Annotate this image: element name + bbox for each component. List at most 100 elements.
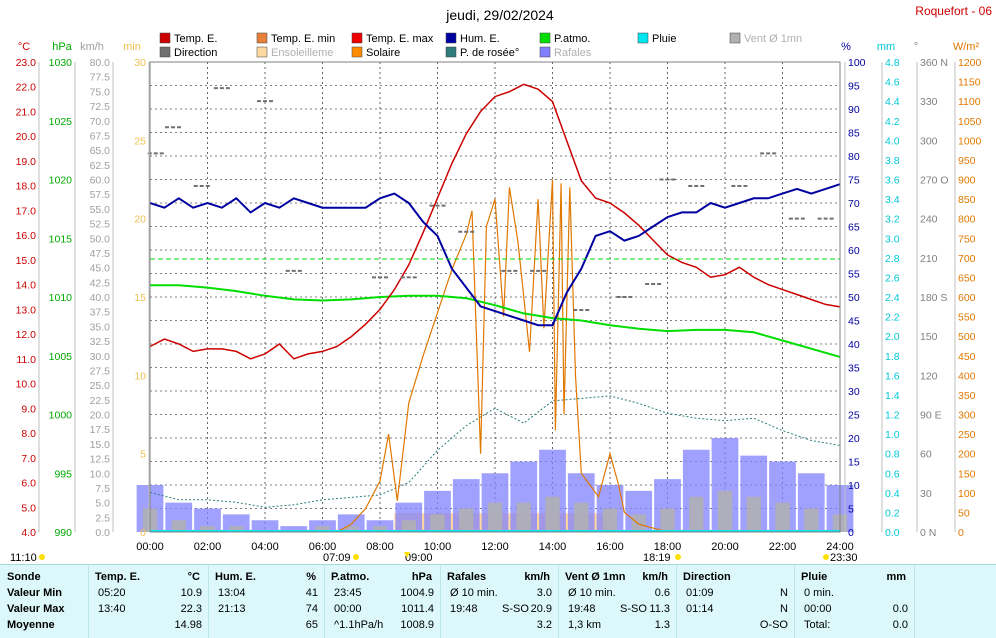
rain-axis-tick: 3.6 xyxy=(885,175,900,187)
summary-row: 65 xyxy=(208,619,324,635)
solar-axis-tick: 850 xyxy=(958,194,976,206)
humidity-axis-tick: 65 xyxy=(848,222,860,234)
summary-time: 0 min. xyxy=(804,587,834,599)
axes: 23.0 22.0 21.0 20.0 19.0 18.0 17.0 16.0 15.0 14.0… xyxy=(16,41,982,553)
legend-label: Temp. E. max xyxy=(366,33,434,45)
summary-header: Hum. E. xyxy=(215,571,256,583)
wind-bar xyxy=(717,490,733,532)
wind-axis-tick: 42.5 xyxy=(90,277,111,289)
rain-axis-tick: 2.4 xyxy=(885,292,900,304)
temp-axis-tick: 10.0 xyxy=(16,379,37,391)
temperature-line xyxy=(149,83,841,360)
pressure-axis-tick: 995 xyxy=(54,468,72,480)
temp-axis-tick: 12.0 xyxy=(16,329,37,341)
summary-header: Pluie xyxy=(801,571,828,583)
solar-axis-tick: 1100 xyxy=(958,96,981,108)
solar-axis-tick: 0 xyxy=(958,527,964,539)
direction-axis-unit: ° xyxy=(914,41,918,53)
summary-time: 05:20 xyxy=(98,587,126,599)
humidity-axis-tick: 30 xyxy=(848,386,860,398)
summary-header: Sonde xyxy=(7,571,41,583)
summary-value: O-SO xyxy=(759,619,788,631)
summary-time: 23:45 xyxy=(334,587,362,599)
humidity-axis-tick: 60 xyxy=(848,245,860,257)
summary-time: Total: xyxy=(804,619,831,631)
minutes-axis-tick: 25 xyxy=(134,135,146,147)
summary-row: Ø 10 min. 0.6 xyxy=(558,587,676,603)
summary-direction: S-SO xyxy=(620,603,647,615)
pressure-axis-tick: 1010 xyxy=(49,292,73,304)
wind-bar xyxy=(545,496,560,532)
solar-axis-tick: 800 xyxy=(958,214,976,226)
summary-value: 1008.9 xyxy=(400,619,434,631)
temp-axis-tick: 8.0 xyxy=(21,428,36,440)
gust-bar xyxy=(280,526,308,532)
rain-axis-tick: 3.2 xyxy=(885,214,900,226)
summary-header-row: P.atmo. hPa xyxy=(324,571,440,587)
plot-frame xyxy=(149,61,841,533)
solar-axis-tick: 400 xyxy=(958,370,976,382)
summary-value: 41 xyxy=(305,587,318,599)
legend-label: Direction xyxy=(174,47,217,59)
summary-unit: km/h xyxy=(642,571,668,583)
wind-axis-tick: 25.0 xyxy=(90,380,111,392)
temp-axis-tick: 4.0 xyxy=(21,527,36,539)
wind-axis-tick: 30.0 xyxy=(90,351,111,363)
summary-row: ^1.1hPa/h 1008.9 xyxy=(324,619,440,635)
summary-time: 19:48 xyxy=(568,603,596,615)
summary-time: 13:04 xyxy=(218,587,246,599)
wind-axis-tick: 0.0 xyxy=(95,527,110,539)
humidity-axis-tick: 95 xyxy=(848,81,860,93)
temp-axis-tick: 5.0 xyxy=(21,502,36,514)
wind-bar xyxy=(487,502,503,532)
summary-value: 22.3 xyxy=(180,603,202,615)
wind-axis-tick: 80.0 xyxy=(90,57,111,69)
direction-axis-tick: 30 xyxy=(920,488,932,500)
marker-sunset: 18:19 xyxy=(643,552,671,564)
summary-row: 05:20 10.9 xyxy=(88,587,208,603)
wind-bar xyxy=(574,502,589,532)
wind-axis-tick: 50.0 xyxy=(90,233,111,245)
summary-time: 01:09 xyxy=(686,587,714,599)
legend-label: P.atmo. xyxy=(554,33,591,45)
wind-bar xyxy=(344,526,359,532)
rain-axis-tick: 1.2 xyxy=(885,410,900,422)
minutes-axis-tick: 20 xyxy=(134,214,146,226)
solar-line xyxy=(336,179,668,533)
wind-axis-tick: 2.5 xyxy=(95,512,110,524)
summary-value: 0.6 xyxy=(654,587,670,599)
legend-swatch xyxy=(445,46,457,58)
summary-header-row: Rafales km/h xyxy=(440,571,558,587)
summary-value: 10.9 xyxy=(180,587,202,599)
solar-axis-tick: 1150 xyxy=(958,77,981,89)
rain-axis-tick: 1.4 xyxy=(885,390,900,402)
humidity-axis-tick: 45 xyxy=(848,316,860,328)
humidity-axis-tick: 15 xyxy=(848,457,860,469)
summary-row: 14.98 xyxy=(88,619,208,635)
summary-value: 14.98 xyxy=(174,619,202,631)
summary-unit: hPa xyxy=(411,571,432,583)
wind-axis-tick: 37.5 xyxy=(90,307,111,319)
summary-unit: km/h xyxy=(524,571,550,583)
legend-label: Solaire xyxy=(366,47,400,59)
wind-axis-tick: 22.5 xyxy=(90,395,111,407)
marker-left: 11:10 xyxy=(10,552,37,564)
wind-axis-tick: 45.0 xyxy=(90,263,111,275)
summary-row: Total: 0.0 xyxy=(794,619,914,635)
minutes-axis-tick: 30 xyxy=(134,57,146,69)
summary-time: 21:13 xyxy=(218,603,246,615)
summary-header: Vent Ø 1mn xyxy=(565,571,626,583)
wind-bar xyxy=(689,496,704,532)
solar-axis-tick: 200 xyxy=(958,449,976,461)
direction-axis-tick: 90 E xyxy=(920,410,942,422)
x-tick-label: 14:00 xyxy=(539,541,567,553)
temp-axis-tick: 6.0 xyxy=(21,478,36,490)
wind-axis-tick: 15.0 xyxy=(90,439,111,451)
summary-row: 00:00 0.0 xyxy=(794,603,914,619)
solar-axis-unit: W/m² xyxy=(953,41,980,53)
pressure-axis-unit: hPa xyxy=(52,41,72,53)
sun-marker-icon xyxy=(39,554,45,560)
summary-row: 00:00 1011.4 xyxy=(324,603,440,619)
wind-axis-tick: 77.5 xyxy=(90,72,111,84)
x-tick-label: 18:00 xyxy=(654,541,682,553)
